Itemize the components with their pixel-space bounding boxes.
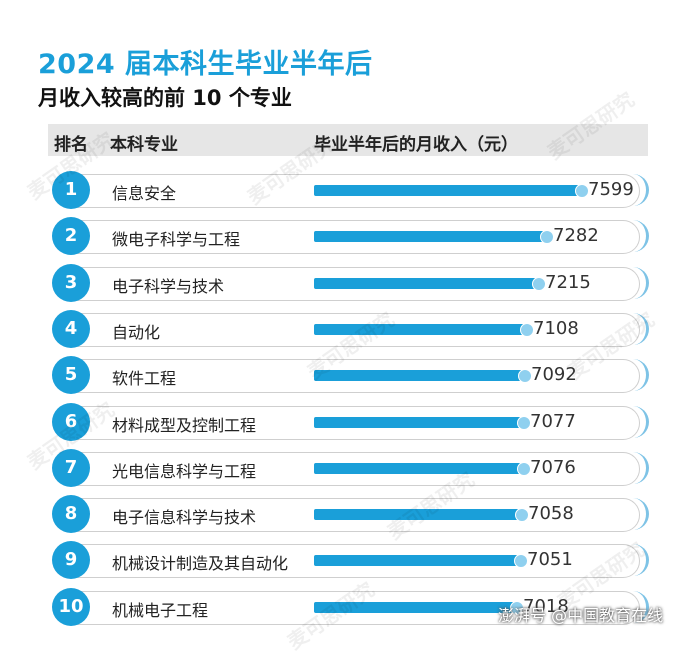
major-label: 机械设计制造及其自动化	[112, 554, 289, 574]
rank-badge: 2	[52, 217, 90, 256]
source-label: 澎湃号 @中国教育在线	[498, 606, 664, 625]
row-cap	[624, 312, 649, 345]
chart-row: 3 电子科学与技术 7215	[0, 263, 690, 305]
value-label: 7215	[545, 271, 591, 293]
bar-end-dot	[514, 554, 528, 569]
bar-end-dot	[517, 415, 531, 430]
rank-badge: 10	[52, 587, 90, 626]
chart-row: 9 机械设计制造及其自动化 7051	[0, 540, 690, 582]
major-label: 材料成型及控制工程	[112, 415, 257, 435]
value-label: 7058	[528, 503, 574, 525]
bar-end-dot	[532, 276, 546, 291]
table-header: 排名 本科专业 毕业半年后的月收入（元）	[48, 124, 648, 156]
major-label: 电子信息科学与技术	[112, 508, 257, 528]
header-rank: 排名	[54, 135, 88, 155]
chart-row: 10 机械电子工程 7018	[0, 587, 690, 629]
chart-row: 1 信息安全 7599	[0, 170, 690, 212]
bar	[314, 370, 525, 382]
chart-subtitle: 月收入较高的前 10 个专业	[38, 86, 292, 110]
bar	[314, 601, 517, 613]
value-label: 7282	[553, 225, 599, 247]
row-cap	[624, 498, 649, 531]
bar-end-dot	[510, 600, 524, 615]
value-label: 7077	[530, 410, 576, 432]
major-label: 机械电子工程	[112, 600, 209, 620]
chart-row: 8 电子信息科学与技术 7058	[0, 494, 690, 536]
value-label: 7051	[527, 549, 573, 571]
chart-row: 6 材料成型及控制工程 7077	[0, 402, 690, 444]
bar	[314, 509, 522, 521]
value-label: 7108	[533, 317, 579, 339]
bar-end-dot	[520, 322, 534, 337]
bar-end-dot	[575, 184, 589, 198]
rank-badge: 7	[52, 448, 90, 487]
major-label: 电子科学与技术	[112, 276, 225, 296]
header-income: 毕业半年后的月收入（元）	[314, 135, 518, 155]
bar	[314, 277, 539, 289]
row-cap	[624, 266, 649, 299]
chart-row: 2 微电子科学与工程 7282	[0, 216, 690, 258]
row-cap	[624, 590, 649, 623]
major-label: 微电子科学与工程	[112, 230, 241, 250]
rank-badge: 6	[52, 402, 90, 441]
bar	[314, 416, 524, 428]
bar	[314, 323, 527, 335]
bar	[314, 231, 547, 243]
rank-badge: 9	[52, 541, 90, 580]
value-label: 7018	[523, 595, 569, 617]
header-major: 本科专业	[110, 135, 178, 155]
major-label: 软件工程	[112, 369, 177, 389]
row-cap	[624, 359, 649, 392]
bar-end-dot	[540, 230, 554, 245]
major-label: 光电信息科学与工程	[112, 461, 257, 481]
value-label: 7092	[531, 364, 577, 386]
row-cap	[624, 544, 649, 577]
bar	[314, 555, 521, 567]
row-cap	[624, 174, 649, 206]
chart-rows: 1 信息安全 7599 2 微电子科学与工程 7282 3 电子科学与技术 7215 4 自动化 71…	[0, 170, 690, 629]
bar-end-dot	[515, 508, 529, 523]
major-label: 信息安全	[112, 184, 177, 203]
major-label: 自动化	[112, 322, 161, 342]
chart-row: 4 自动化 7108	[0, 309, 690, 351]
chart-title: 2024 届本科生毕业半年后	[38, 49, 373, 80]
bar-end-dot	[518, 369, 532, 384]
rank-badge: 4	[52, 309, 90, 348]
chart-row: 7 光电信息科学与工程 7076	[0, 448, 690, 490]
row-cap	[624, 451, 649, 484]
rank-badge: 1	[52, 171, 90, 209]
rank-badge: 3	[52, 263, 90, 302]
chart-row: 5 软件工程 7092	[0, 355, 690, 397]
rank-badge: 8	[52, 495, 90, 534]
value-label: 7076	[530, 456, 576, 478]
value-label: 7599	[588, 179, 634, 200]
bar	[314, 462, 524, 474]
bar	[314, 185, 582, 196]
bar-end-dot	[517, 461, 531, 476]
rank-badge: 5	[52, 356, 90, 395]
row-cap	[624, 220, 649, 253]
row-cap	[624, 405, 649, 438]
